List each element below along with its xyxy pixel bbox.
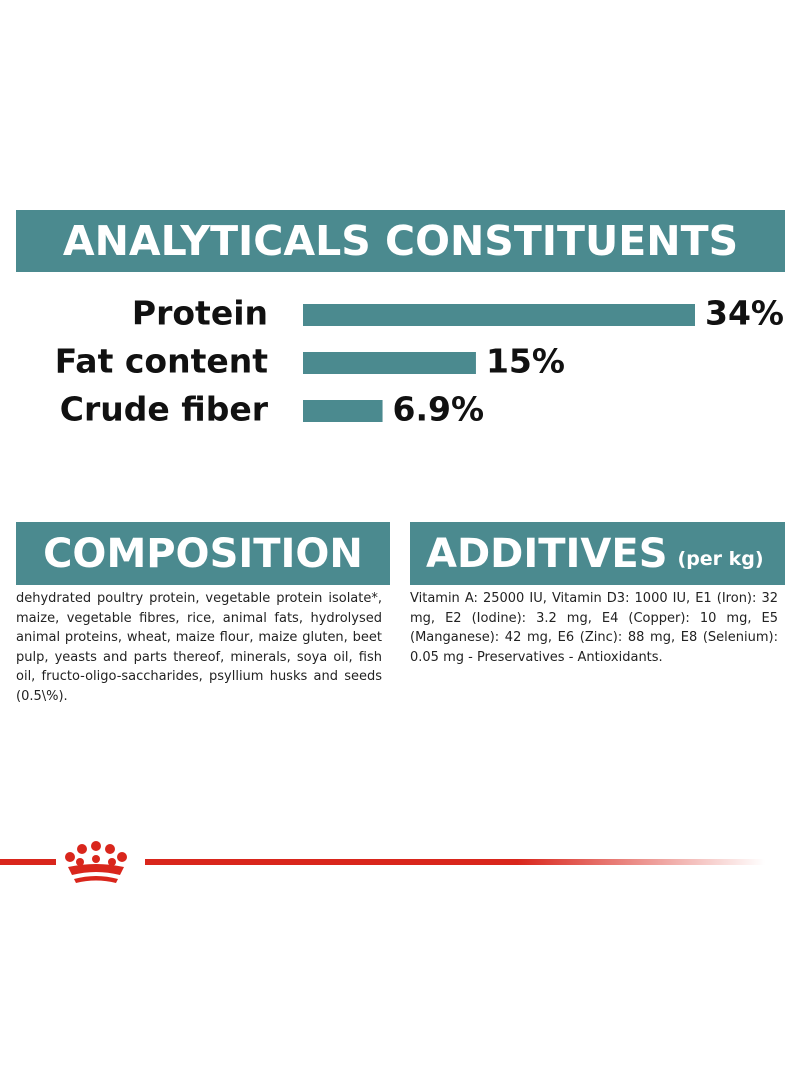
additives-title: ADDITIVES (426, 530, 668, 577)
category-label: Crude fiber (60, 390, 269, 429)
bar (303, 400, 383, 422)
red-line (145, 859, 765, 865)
category-label: Fat content (55, 342, 269, 381)
composition-title: COMPOSITION (16, 522, 390, 585)
chart: Protein 34% Fat content 15% Crude fiber 6.9% (55, 294, 784, 429)
value-label: 34% (705, 294, 784, 333)
category-label: Protein (132, 294, 268, 333)
value-label: 6.9% (393, 390, 485, 429)
additives-unit: (per kg) (677, 547, 764, 570)
value-label: 15% (486, 342, 565, 381)
composition-text: dehydrated poultry protein, vegetable pr… (16, 591, 382, 704)
red-line (0, 859, 56, 865)
additives-header: ADDITIVES (per kg) (410, 522, 785, 585)
crown-logo (65, 841, 127, 883)
header-title: ANALYTICALS CONSTITUENTS (16, 210, 785, 272)
additives-text: Vitamin A: 25000 IU, Vitamin D3: 1000 IU… (410, 591, 778, 665)
footer (0, 841, 765, 883)
bar (303, 352, 476, 374)
bar (303, 304, 695, 326)
